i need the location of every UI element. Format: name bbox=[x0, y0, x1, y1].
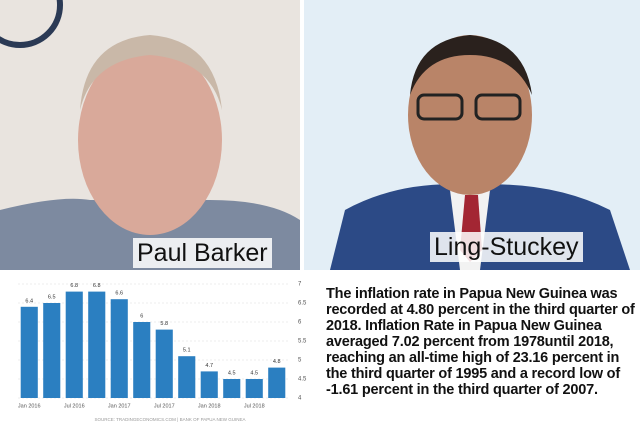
x-tick-label: Jan 2018 bbox=[198, 403, 221, 409]
photo-left-hair bbox=[80, 35, 222, 110]
y-tick-label: 5 bbox=[298, 358, 302, 364]
value-label: 4.5 bbox=[228, 370, 236, 376]
value-label: 6.6 bbox=[115, 291, 123, 297]
x-tick-label: Jan 2016 bbox=[18, 403, 41, 409]
bar bbox=[200, 371, 218, 398]
caption: Paul Barker bbox=[133, 238, 272, 268]
y-tick-label: 6.5 bbox=[298, 301, 307, 307]
value-label: 4.7 bbox=[205, 363, 213, 369]
chart-source: SOURCE: TRADINGECONOMICS.COM | BANK OF P… bbox=[94, 417, 245, 422]
y-tick-label: 6 bbox=[298, 320, 302, 326]
bar bbox=[155, 329, 173, 398]
bar bbox=[43, 303, 61, 398]
bar bbox=[178, 356, 196, 398]
value-label: 6.4 bbox=[25, 298, 33, 304]
photo-right-face bbox=[408, 35, 532, 195]
article: The inflation rate in Papua New Guinea w… bbox=[326, 286, 635, 398]
value-label: 4.8 bbox=[273, 359, 281, 365]
bar bbox=[223, 379, 241, 398]
x-tick-label: Jan 2017 bbox=[108, 403, 131, 409]
value-label: 4.5 bbox=[250, 370, 258, 376]
photo-right-hair bbox=[410, 35, 532, 95]
bar bbox=[268, 367, 286, 398]
value-label: 5.1 bbox=[183, 348, 191, 354]
bar bbox=[133, 322, 151, 398]
bar bbox=[245, 379, 263, 398]
x-tick-label: Jul 2016 bbox=[64, 403, 85, 409]
photo-right-glasses bbox=[474, 93, 522, 121]
value-label: 6 bbox=[140, 313, 143, 319]
bar bbox=[88, 291, 106, 398]
chart: SOURCE: TRADINGECONOMICS.COM | BANK OF P… bbox=[18, 282, 307, 423]
y-tick-label: 4 bbox=[298, 396, 302, 402]
y-tick-label: 5.5 bbox=[298, 339, 307, 345]
x-tick-label: Jul 2018 bbox=[244, 403, 265, 409]
photo-right-glasses bbox=[416, 93, 464, 121]
value-label: 6.8 bbox=[93, 283, 101, 289]
photo-left-bg bbox=[0, 0, 63, 48]
bar bbox=[65, 291, 83, 398]
y-tick-label: 4.5 bbox=[298, 377, 307, 383]
value-label: 6.5 bbox=[48, 294, 56, 300]
caption: Ling-Stuckey bbox=[430, 232, 583, 262]
y-tick-label: 7 bbox=[298, 282, 302, 288]
bar bbox=[110, 299, 128, 398]
bar bbox=[20, 306, 38, 398]
photo-left-face bbox=[78, 45, 222, 235]
x-tick-label: Jul 2017 bbox=[154, 403, 175, 409]
value-label: 6.8 bbox=[70, 283, 78, 289]
value-label: 5.8 bbox=[160, 321, 168, 327]
